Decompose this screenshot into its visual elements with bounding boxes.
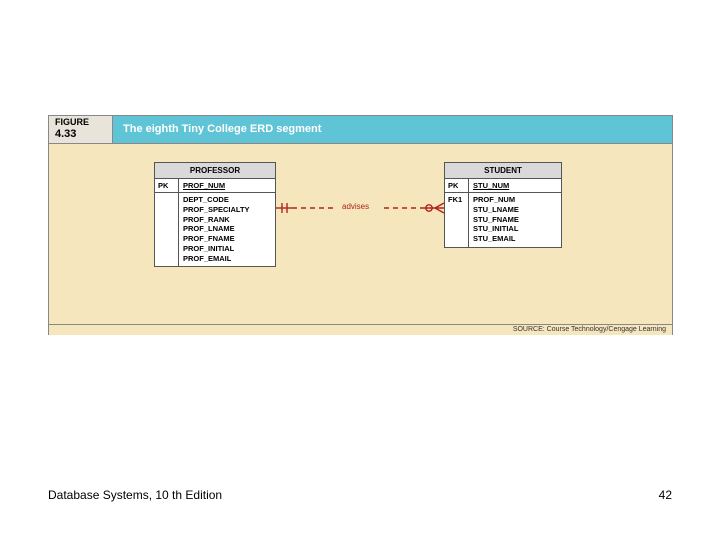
figure-title: The eighth Tiny College ERD segment	[113, 116, 672, 144]
entity-header: STUDENT	[445, 163, 561, 179]
attr-list: PROF_NUMSTU_LNAMESTU_FNAMESTU_INITIALSTU…	[469, 193, 561, 247]
figure-label: FIGURE 4.33	[49, 116, 113, 144]
page-number: 42	[659, 488, 672, 502]
attr-list: DEPT_CODEPROF_SPECIALTYPROF_RANKPROF_LNA…	[179, 193, 275, 266]
attr-item: STU_FNAME	[473, 215, 557, 225]
attr-item: DEPT_CODE	[183, 195, 271, 205]
figure-number: 4.33	[55, 128, 106, 140]
entity-attrs: FK1 PROF_NUMSTU_LNAMESTU_FNAMESTU_INITIA…	[445, 193, 561, 247]
footer-text: Database Systems, 10 th Edition	[48, 488, 222, 502]
attr-item: PROF_INITIAL	[183, 244, 271, 254]
relationship-label: advises	[342, 202, 369, 211]
fk-label	[155, 193, 179, 266]
fk-label: FK1	[445, 193, 469, 247]
pk-label: PK	[155, 179, 179, 192]
relationship-line	[49, 144, 674, 324]
pk-label: PK	[445, 179, 469, 192]
attr-item: STU_INITIAL	[473, 224, 557, 234]
attr-item: PROF_RANK	[183, 215, 271, 225]
entity-header: PROFESSOR	[155, 163, 275, 179]
entity-pk-row: PK STU_NUM	[445, 179, 561, 193]
figure-label-word: FIGURE	[55, 118, 106, 128]
entity-attrs: DEPT_CODEPROF_SPECIALTYPROF_RANKPROF_LNA…	[155, 193, 275, 266]
pk-attr: PROF_NUM	[179, 179, 275, 192]
attr-item: PROF_LNAME	[183, 224, 271, 234]
attr-item: PROF_FNAME	[183, 234, 271, 244]
entity-student: STUDENT PK STU_NUM FK1 PROF_NUMSTU_LNAME…	[444, 162, 562, 248]
figure-title-bar: FIGURE 4.33 The eighth Tiny College ERD …	[49, 116, 672, 144]
attr-item: STU_LNAME	[473, 205, 557, 215]
entity-pk-row: PK PROF_NUM	[155, 179, 275, 193]
attr-item: PROF_SPECIALTY	[183, 205, 271, 215]
attr-item: STU_EMAIL	[473, 234, 557, 244]
erd-body: PROFESSOR PK PROF_NUM DEPT_CODEPROF_SPEC…	[49, 144, 672, 324]
attr-item: PROF_EMAIL	[183, 254, 271, 264]
attr-item: PROF_NUM	[473, 195, 557, 205]
source-credit: SOURCE: Course Technology/Cengage Learni…	[49, 324, 672, 335]
pk-attr: STU_NUM	[469, 179, 561, 192]
figure-container: FIGURE 4.33 The eighth Tiny College ERD …	[48, 115, 673, 335]
entity-professor: PROFESSOR PK PROF_NUM DEPT_CODEPROF_SPEC…	[154, 162, 276, 267]
